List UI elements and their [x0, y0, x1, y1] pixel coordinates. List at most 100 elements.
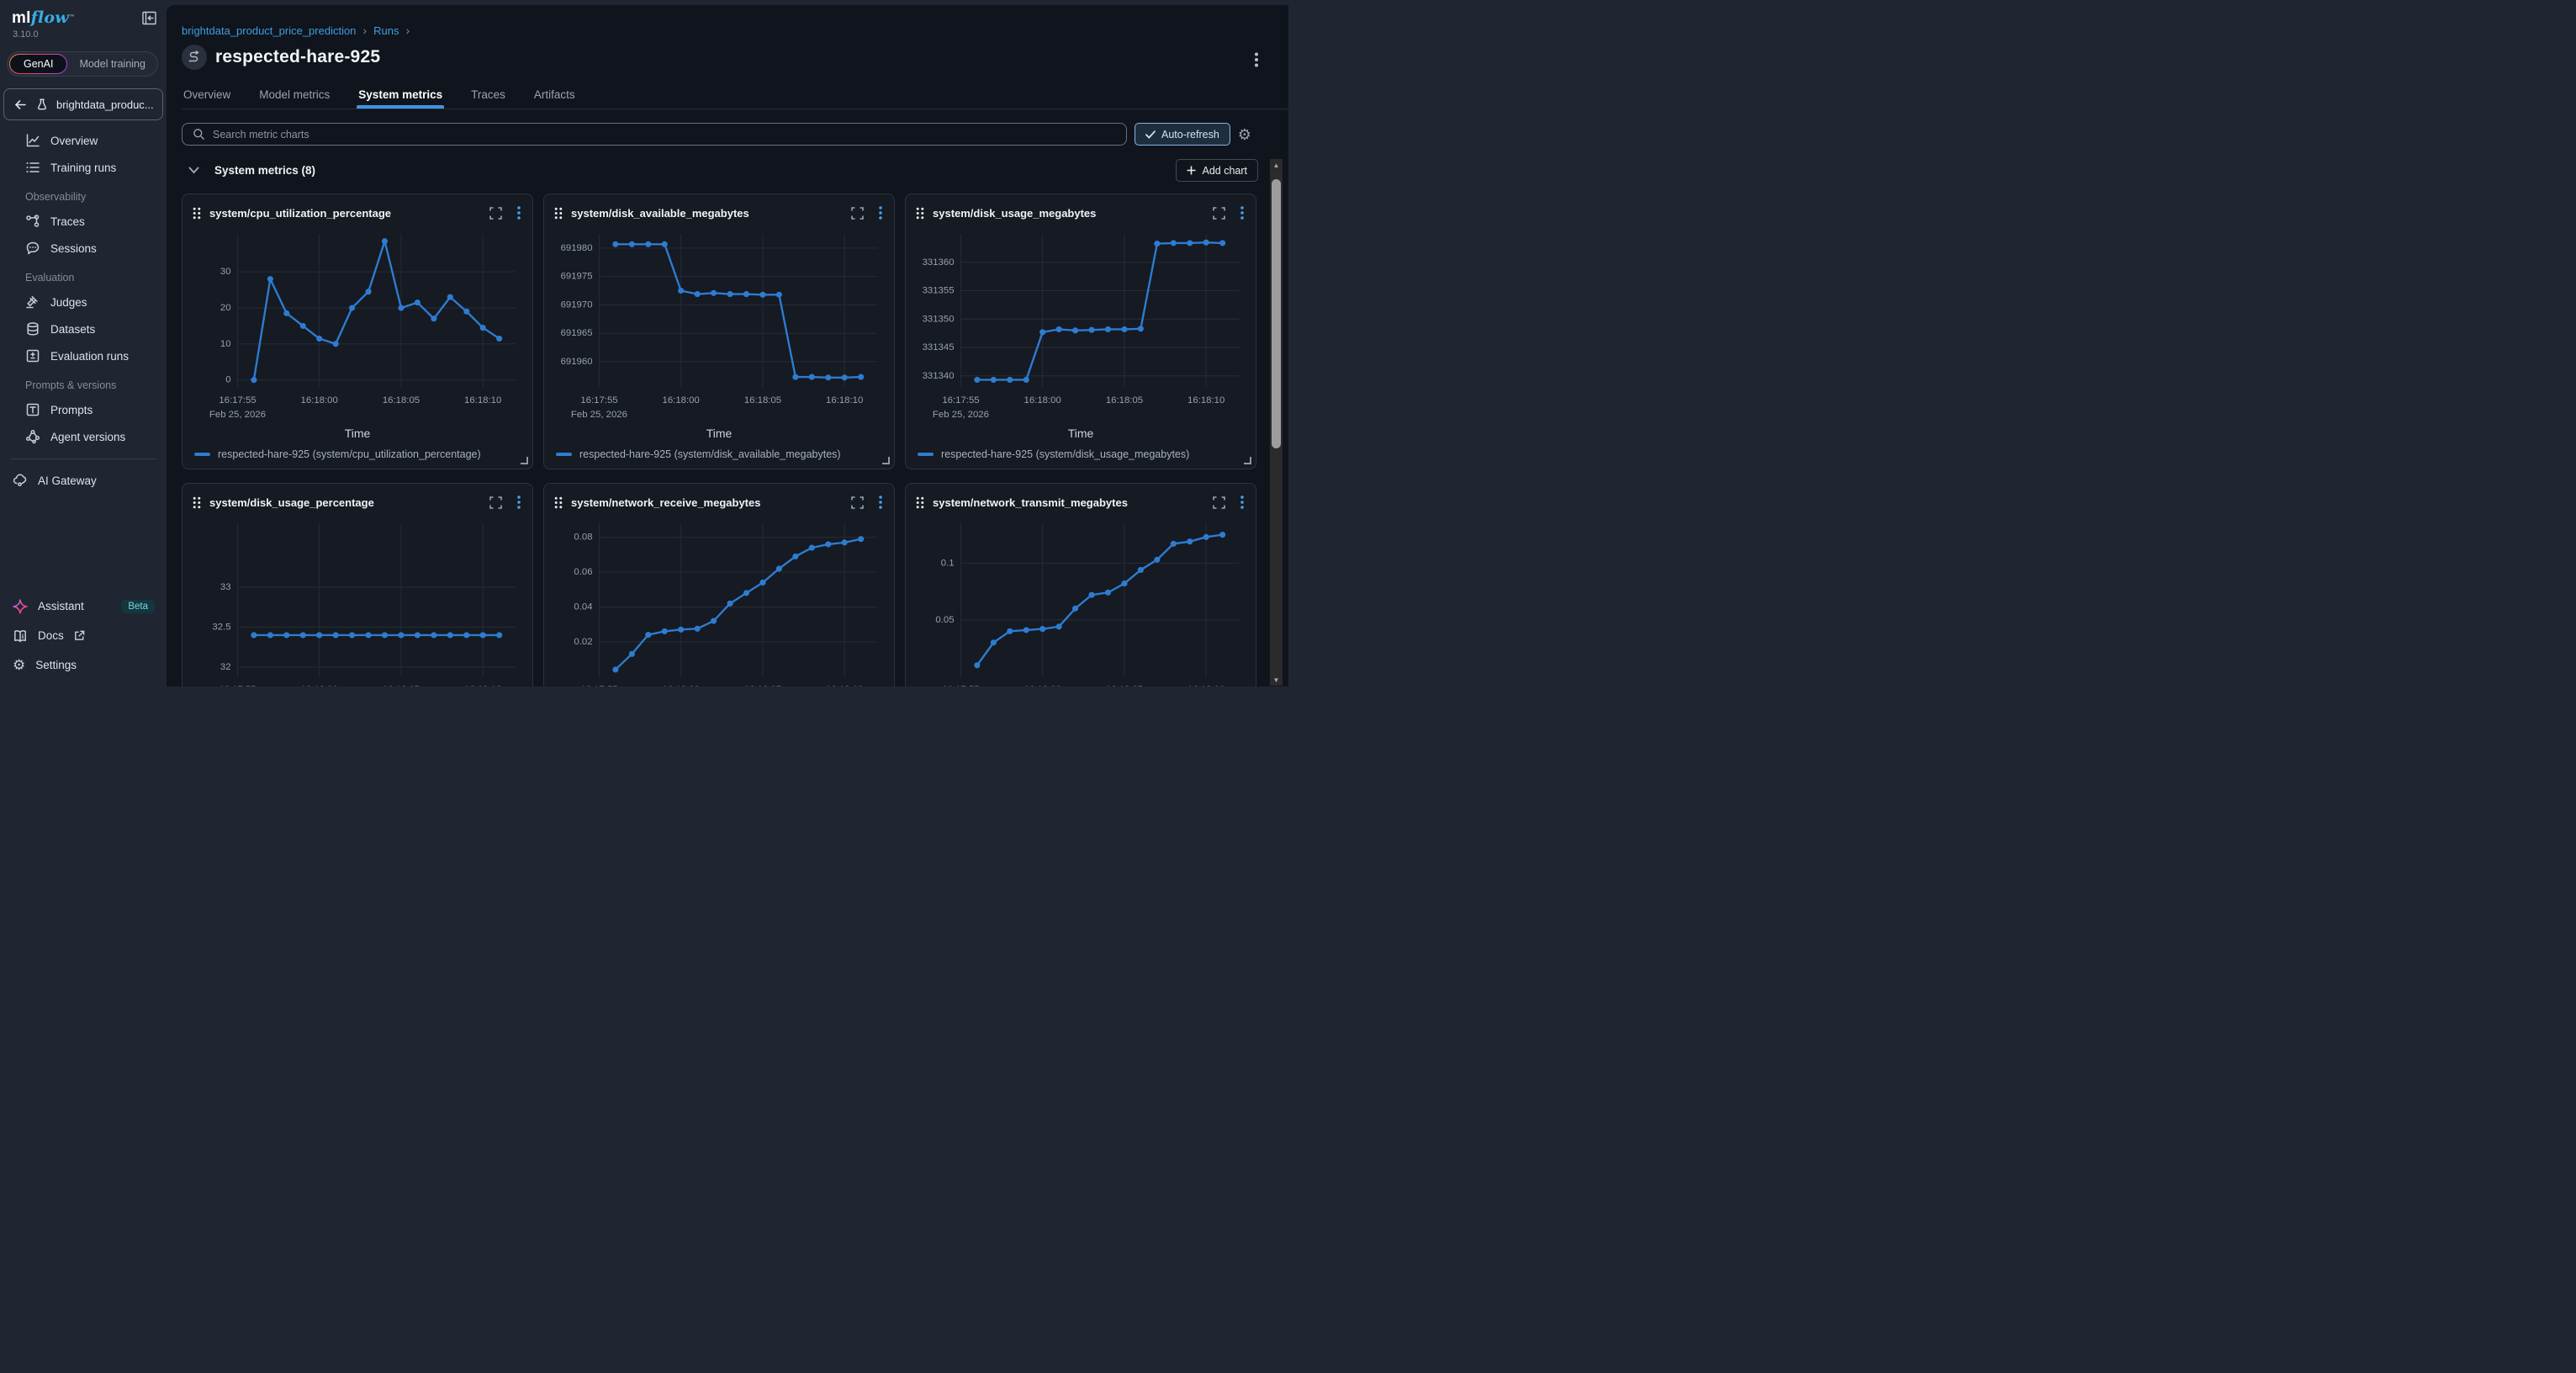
scrollbar-thumb[interactable] — [1272, 179, 1281, 448]
tab-overview[interactable]: Overview — [183, 88, 231, 101]
chart-overflow-menu-icon[interactable] — [516, 494, 522, 511]
data-point — [1007, 628, 1013, 634]
sidebar-item-sessions[interactable]: Sessions — [0, 235, 167, 262]
expand-chart-icon[interactable] — [488, 495, 504, 511]
y-tick-label: 0.05 — [935, 615, 954, 625]
back-arrow-icon[interactable] — [13, 97, 28, 112]
collapse-sidebar-icon[interactable] — [141, 10, 156, 25]
tab-system-metrics[interactable]: System metrics — [357, 83, 444, 109]
breadcrumb-runs-link[interactable]: Runs — [373, 24, 399, 37]
data-point — [267, 632, 273, 639]
docs-icon — [13, 628, 28, 644]
data-point — [1154, 556, 1161, 563]
sidebar-item-prompts[interactable]: Prompts — [0, 396, 167, 423]
x-tick-label: 16:18:10 — [1187, 395, 1225, 406]
data-point — [463, 308, 470, 315]
auto-refresh-button[interactable]: Auto-refresh — [1135, 123, 1230, 146]
expand-chart-icon[interactable] — [1211, 205, 1227, 221]
breadcrumb-experiment-link[interactable]: brightdata_product_price_prediction — [182, 24, 357, 37]
section-collapse-chevron-icon[interactable] — [185, 163, 203, 178]
data-point — [628, 241, 635, 247]
expand-chart-icon[interactable] — [488, 205, 504, 221]
run-overflow-menu-icon[interactable] — [1251, 49, 1262, 75]
chart-resize-handle[interactable] — [1244, 457, 1251, 464]
chart-resize-handle[interactable] — [882, 457, 890, 464]
legend-label: respected-hare-925 (system/cpu_utilizati… — [218, 448, 481, 460]
chart-resize-handle[interactable] — [521, 457, 528, 464]
app-version: 3.10.0 — [13, 29, 39, 40]
sidebar-item-agent-versions[interactable]: Agent versions — [0, 423, 167, 450]
metrics-settings-gear-icon[interactable]: ⚙ — [1237, 125, 1251, 143]
drag-handle-icon[interactable] — [554, 207, 563, 220]
drag-handle-icon[interactable] — [193, 207, 201, 220]
tab-model-metrics[interactable]: Model metrics — [259, 88, 331, 101]
sidebar-item-assistant[interactable]: Assistant Beta — [0, 591, 167, 621]
metric-line-series — [976, 533, 1223, 666]
data-point — [1104, 326, 1112, 333]
sidebar-item-traces[interactable]: Traces — [0, 208, 167, 235]
chart-overflow-menu-icon[interactable] — [877, 204, 884, 221]
y-tick-label: 10 — [220, 339, 231, 349]
scrollbar-up-arrow[interactable]: ▲ — [1272, 161, 1280, 169]
sidebar-item-training-runs[interactable]: Training runs — [0, 154, 167, 181]
metric-chart-plot[interactable]: 691960 691965 691970 691975 691980 16:17:55 Fe… — [554, 225, 884, 425]
x-date-label: Feb 25, 2026 — [571, 410, 627, 420]
sidebar-item-settings[interactable]: ⚙ Settings — [0, 650, 167, 680]
drag-handle-icon[interactable] — [916, 207, 924, 220]
assistant-icon — [13, 598, 28, 614]
data-point — [825, 374, 832, 381]
chart-legend: respected-hare-925 (system/disk_availabl… — [556, 448, 884, 460]
experiment-selector[interactable]: brightdata_produc... — [3, 88, 163, 120]
sidebar-item-judges[interactable]: Judges — [0, 289, 167, 315]
mode-option-genai[interactable]: GenAI — [9, 54, 67, 74]
tab-artifacts[interactable]: Artifacts — [533, 88, 575, 101]
data-point — [1023, 376, 1029, 383]
drag-handle-icon[interactable] — [554, 496, 563, 509]
expand-chart-icon[interactable] — [849, 495, 865, 511]
expand-chart-icon[interactable] — [1211, 495, 1227, 511]
data-point — [251, 377, 257, 384]
data-point — [678, 287, 685, 294]
data-point — [775, 565, 782, 572]
sidebar-item-evaluation-runs[interactable]: Evaluation runs — [0, 342, 167, 369]
data-point — [431, 315, 437, 322]
data-point — [645, 241, 652, 247]
tab-traces[interactable]: Traces — [471, 88, 505, 101]
scrollbar-down-arrow[interactable]: ▼ — [1272, 676, 1280, 684]
mode-option-model-training[interactable]: Model training — [79, 58, 145, 70]
drag-handle-icon[interactable] — [193, 496, 201, 509]
y-tick-label: 20 — [220, 303, 231, 313]
data-point — [431, 632, 437, 639]
data-point — [612, 666, 619, 673]
search-input[interactable] — [213, 128, 1118, 140]
sidebar-item-overview[interactable]: Overview — [0, 127, 167, 154]
x-tick-label: 16:18:05 — [383, 395, 420, 406]
sidebar-item-datasets[interactable]: Datasets — [0, 315, 167, 342]
expand-chart-icon[interactable] — [849, 205, 865, 221]
metric-chart-plot[interactable]: 0 10 20 30 16:17:55 Feb 25, 2026 16:18:00 16:18… — [193, 225, 522, 425]
x-tick-label: 16:18:05 — [744, 395, 781, 406]
y-tick-label: 691965 — [561, 328, 593, 338]
chart-overflow-menu-icon[interactable] — [1239, 204, 1246, 221]
chart-overflow-menu-icon[interactable] — [877, 494, 884, 511]
charts-scroll-region: System metrics (8) Add chart system/cpu_… — [182, 159, 1288, 686]
x-tick-label: 16:18:05 — [744, 685, 781, 686]
data-point — [316, 632, 323, 639]
sidebar-item-ai-gateway[interactable]: AI Gateway — [0, 466, 167, 495]
data-point — [251, 632, 257, 639]
metric-chart-plot[interactable]: 331340 331345 331350 331355 331360 16:17:55 Fe… — [916, 225, 1246, 425]
drag-handle-icon[interactable] — [916, 496, 924, 509]
sidebar-item-docs[interactable]: Docs — [0, 621, 167, 650]
data-point — [332, 341, 339, 347]
data-point — [990, 639, 997, 646]
x-tick-label: 16:18:05 — [1106, 685, 1143, 686]
chart-legend: respected-hare-925 (system/cpu_utilizati… — [194, 448, 522, 460]
add-chart-button[interactable]: Add chart — [1176, 159, 1258, 182]
data-point — [1137, 566, 1144, 573]
chart-overflow-menu-icon[interactable] — [1239, 494, 1246, 511]
sidebar-item-label: Traces — [50, 215, 85, 228]
chart-overflow-menu-icon[interactable] — [516, 204, 522, 221]
